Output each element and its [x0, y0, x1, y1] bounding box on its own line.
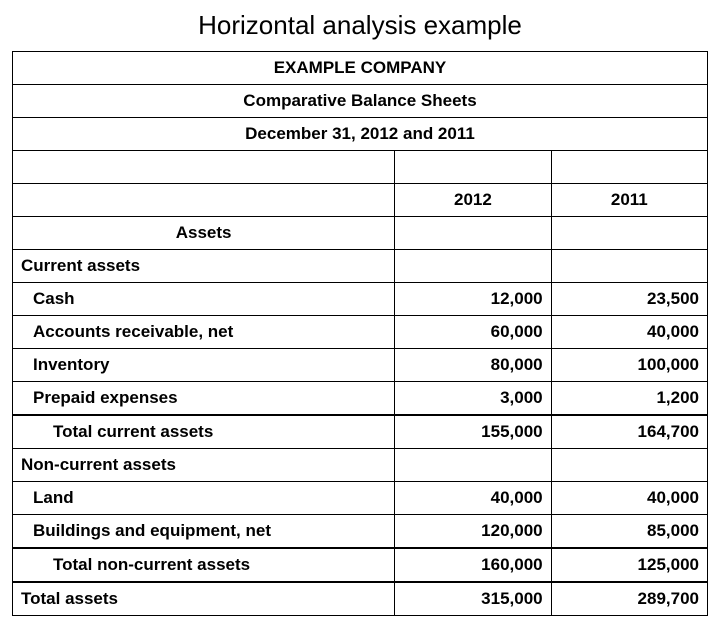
total-noncurrent-2012: 160,000: [395, 548, 551, 582]
inventory-2011: 100,000: [551, 349, 707, 382]
ar-2012: 60,000: [395, 316, 551, 349]
row-total-current: Total current assets 155,000 164,700: [13, 415, 708, 449]
bldg-2011: 85,000: [551, 515, 707, 549]
page-title: Horizontal analysis example: [12, 10, 708, 41]
bldg-2012: 120,000: [395, 515, 551, 549]
label-total-current: Total current assets: [13, 415, 395, 449]
current-assets-heading-row: Current assets: [13, 250, 708, 283]
cash-2011: 23,500: [551, 283, 707, 316]
current-assets-heading: Current assets: [13, 250, 395, 283]
label-inventory: Inventory: [13, 349, 395, 382]
row-bldg: Buildings and equipment, net 120,000 85,…: [13, 515, 708, 549]
spacer-row: [13, 151, 708, 184]
col-year-2: 2011: [551, 184, 707, 217]
label-total-noncurrent: Total non-current assets: [13, 548, 395, 582]
balance-sheet-table: EXAMPLE COMPANY Comparative Balance Shee…: [12, 51, 708, 616]
period: December 31, 2012 and 2011: [13, 118, 708, 151]
row-inventory: Inventory 80,000 100,000: [13, 349, 708, 382]
col-year-1: 2012: [395, 184, 551, 217]
total-noncurrent-2011: 125,000: [551, 548, 707, 582]
label-ar: Accounts receivable, net: [13, 316, 395, 349]
company-name: EXAMPLE COMPANY: [13, 52, 708, 85]
noncurrent-assets-heading: Non-current assets: [13, 449, 395, 482]
label-cash: Cash: [13, 283, 395, 316]
row-prepaid: Prepaid expenses 3,000 1,200: [13, 382, 708, 416]
row-land: Land 40,000 40,000: [13, 482, 708, 515]
row-total-assets: Total assets 315,000 289,700: [13, 582, 708, 616]
land-2011: 40,000: [551, 482, 707, 515]
total-assets-2012: 315,000: [395, 582, 551, 616]
statement-name: Comparative Balance Sheets: [13, 85, 708, 118]
prepaid-2011: 1,200: [551, 382, 707, 416]
label-land: Land: [13, 482, 395, 515]
ar-2011: 40,000: [551, 316, 707, 349]
prepaid-2012: 3,000: [395, 382, 551, 416]
inventory-2012: 80,000: [395, 349, 551, 382]
cash-2012: 12,000: [395, 283, 551, 316]
row-ar: Accounts receivable, net 60,000 40,000: [13, 316, 708, 349]
total-current-2012: 155,000: [395, 415, 551, 449]
row-total-noncurrent: Total non-current assets 160,000 125,000: [13, 548, 708, 582]
label-prepaid: Prepaid expenses: [13, 382, 395, 416]
assets-heading-row: Assets: [13, 217, 708, 250]
total-assets-2011: 289,700: [551, 582, 707, 616]
assets-heading: Assets: [13, 217, 395, 250]
land-2012: 40,000: [395, 482, 551, 515]
row-cash: Cash 12,000 23,500: [13, 283, 708, 316]
year-header-row: 2012 2011: [13, 184, 708, 217]
label-bldg: Buildings and equipment, net: [13, 515, 395, 549]
noncurrent-assets-heading-row: Non-current assets: [13, 449, 708, 482]
label-total-assets: Total assets: [13, 582, 395, 616]
total-current-2011: 164,700: [551, 415, 707, 449]
